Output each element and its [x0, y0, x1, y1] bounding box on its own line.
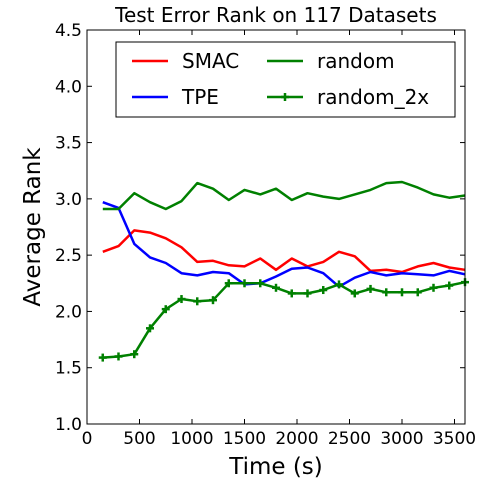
x-tick-label: 0 — [82, 429, 93, 449]
data-point-random-2x — [130, 350, 139, 359]
x-tick-label: 2000 — [275, 429, 318, 449]
legend-label: SMAC — [182, 49, 239, 73]
y-tick-label: 3.0 — [55, 190, 82, 210]
series-line-random — [102, 180, 466, 211]
data-point-random-2x — [161, 305, 170, 314]
data-point-random-2x — [240, 279, 249, 288]
data-point-random-2x — [413, 288, 422, 297]
plot-area — [98, 180, 469, 362]
y-tick-label: 3.5 — [55, 134, 82, 154]
y-axis-label: Average Rank — [20, 147, 46, 307]
x-tick-label: 1500 — [223, 429, 266, 449]
data-point-random-2x — [366, 284, 375, 293]
x-tick-label: 3000 — [380, 429, 423, 449]
data-point-random-2x — [350, 289, 359, 298]
series-line-tpe — [102, 201, 466, 288]
legend-item-random-2x: random_2x — [267, 85, 429, 109]
data-point-random-2x — [114, 352, 123, 361]
data-point-random-2x — [146, 324, 154, 333]
data-point-random-2x — [272, 283, 280, 292]
data-point-random-2x — [398, 288, 406, 297]
chart-title: Test Error Rank on 117 Datasets — [114, 3, 437, 27]
legend-item-smac: SMAC — [132, 49, 239, 73]
data-point-random-2x — [193, 297, 202, 306]
data-point-random-2x — [98, 353, 107, 362]
data-point-random-2x — [256, 279, 265, 288]
data-point-random-2x — [335, 280, 343, 289]
legend-box — [115, 41, 456, 118]
x-tick-label: 3500 — [433, 429, 476, 449]
data-point-random-2x — [382, 288, 391, 297]
data-point-random-2x — [445, 281, 454, 290]
legend-item-tpe: TPE — [132, 85, 219, 109]
legend-label: random_2x — [317, 85, 429, 109]
axis-ticks: 0 500 1000 1500 2000 2500 3000 3500 1.0 1.5 2.0 2.5… — [55, 21, 476, 449]
series-line-random-2x — [102, 280, 466, 359]
data-point-random-2x — [429, 283, 438, 292]
y-tick-label: 1.5 — [55, 359, 82, 379]
x-tick-label: 1000 — [170, 429, 213, 449]
legend-label: random — [317, 49, 395, 73]
data-point-random-2x — [177, 295, 186, 304]
axes-frame — [86, 29, 466, 425]
y-tick-label: 2.0 — [55, 302, 82, 322]
data-point-random-2x — [209, 296, 217, 305]
x-axis-label: Time (s) — [228, 454, 323, 480]
data-point-random-2x — [287, 289, 296, 298]
x-tick-label: 2500 — [328, 429, 371, 449]
legend-label: TPE — [181, 85, 219, 109]
data-point-random-2x — [303, 289, 312, 298]
legend: SMAC TPE random random_2x — [115, 41, 456, 118]
y-tick-label: 2.5 — [55, 246, 82, 266]
data-point-random-2x — [319, 286, 328, 295]
y-tick-label: 4.5 — [55, 21, 82, 41]
data-point-random-2x — [224, 279, 233, 288]
y-tick-label: 4.0 — [55, 77, 82, 97]
legend-item-random: random — [267, 49, 395, 73]
y-tick-label: 1.0 — [55, 415, 82, 435]
x-tick-label: 500 — [123, 429, 155, 449]
series-line-smac — [102, 229, 466, 274]
